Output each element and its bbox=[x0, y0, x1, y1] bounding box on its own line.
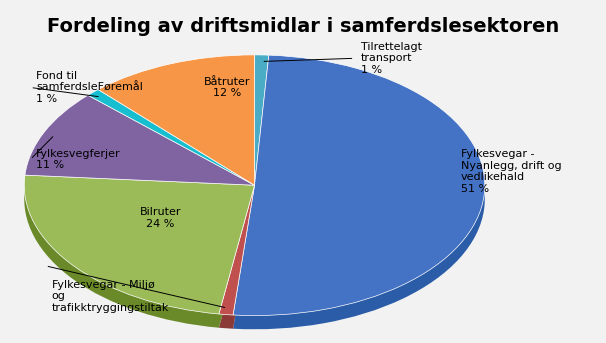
Wedge shape bbox=[25, 109, 255, 199]
Wedge shape bbox=[24, 175, 255, 314]
Wedge shape bbox=[24, 189, 255, 328]
Text: Fordeling av driftsmidlar i samferdslesektoren: Fordeling av driftsmidlar i samferdslese… bbox=[47, 17, 559, 36]
Wedge shape bbox=[233, 55, 485, 316]
Text: Fylkesvegferjer
11 %: Fylkesvegferjer 11 % bbox=[36, 149, 121, 170]
Wedge shape bbox=[88, 103, 255, 199]
Wedge shape bbox=[98, 69, 255, 199]
Text: Tilrettelagt
transport
1 %: Tilrettelagt transport 1 % bbox=[361, 42, 422, 75]
Wedge shape bbox=[255, 55, 269, 185]
Wedge shape bbox=[255, 69, 269, 199]
Wedge shape bbox=[88, 90, 255, 185]
Wedge shape bbox=[219, 199, 255, 329]
Wedge shape bbox=[219, 185, 255, 315]
Text: Fond til
samferdsleFøremål
1 %: Fond til samferdsleFøremål 1 % bbox=[36, 71, 143, 104]
Wedge shape bbox=[233, 69, 485, 329]
Text: Fylkesvegar - Miljø
og
trafikktryggingstiltak: Fylkesvegar - Miljø og trafikktryggingst… bbox=[52, 280, 169, 313]
Text: Båtruter
12 %: Båtruter 12 % bbox=[204, 77, 250, 98]
Text: Bilruter
24 %: Bilruter 24 % bbox=[140, 207, 181, 228]
Wedge shape bbox=[98, 55, 255, 185]
Wedge shape bbox=[25, 95, 255, 185]
Text: Fylkesvegar -
Nyanlegg, drift og
vedlikehald
51 %: Fylkesvegar - Nyanlegg, drift og vedlike… bbox=[461, 149, 561, 194]
